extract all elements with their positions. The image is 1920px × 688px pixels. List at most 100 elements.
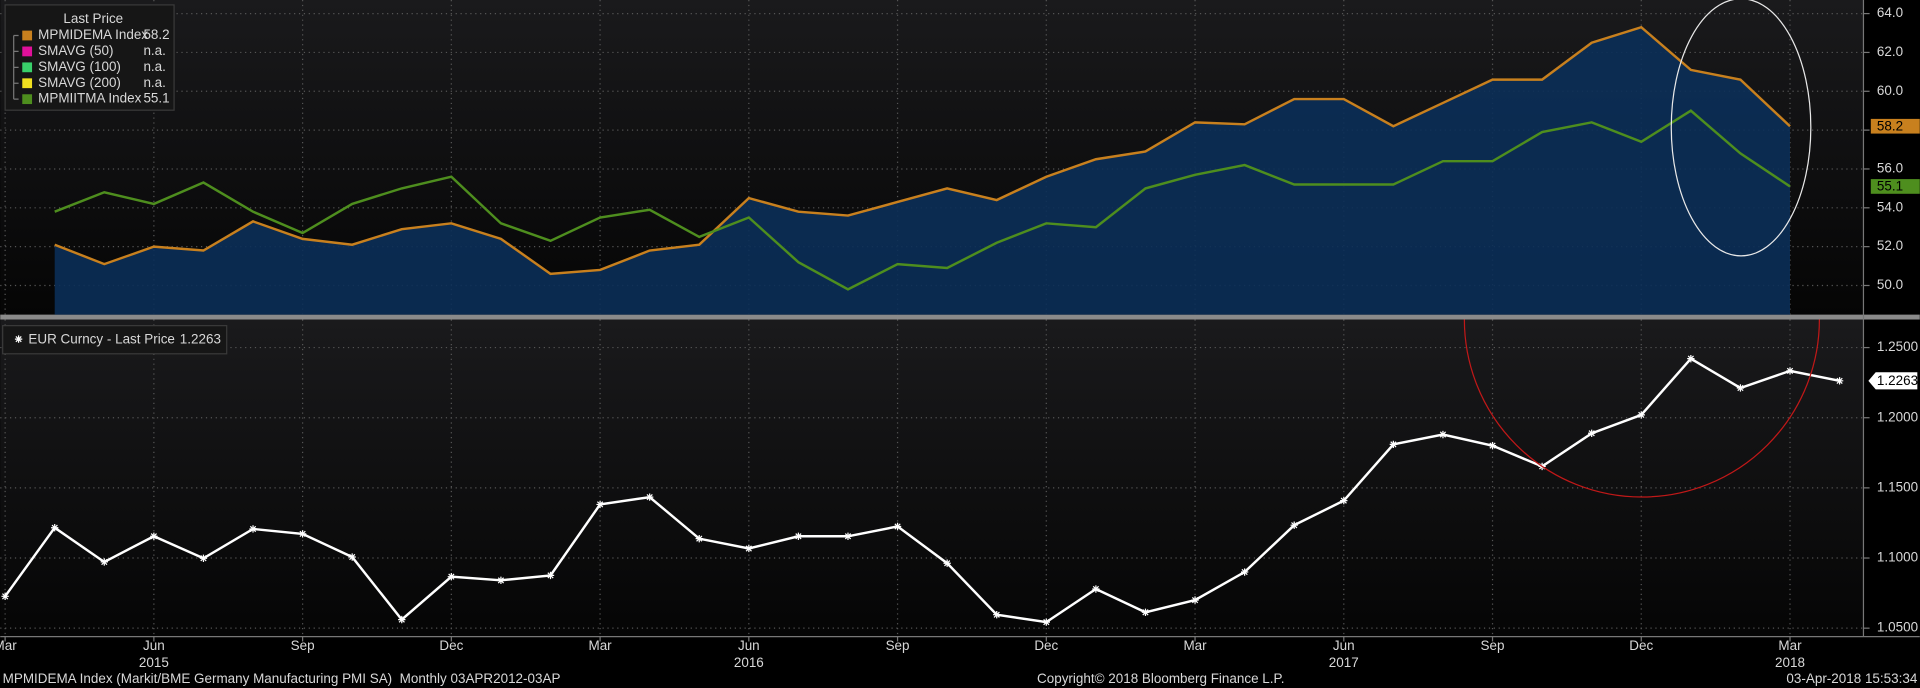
marker	[1290, 521, 1298, 529]
marker	[1637, 411, 1645, 419]
legend-label: SMAVG (100)	[38, 59, 121, 74]
footer-center: Copyright© 2018 Bloomberg Finance L.P.	[1037, 671, 1284, 686]
marker	[447, 573, 456, 581]
legend-box	[2, 325, 228, 355]
year-label: 2018	[1775, 655, 1805, 670]
footer-left: MPMIDEMA Index (Markit/BME Germany Manuf…	[3, 671, 561, 686]
marker	[1389, 440, 1398, 449]
marker	[1736, 384, 1745, 392]
marker	[546, 571, 555, 580]
year-label: 2016	[734, 655, 764, 670]
year-label: 2017	[1329, 655, 1359, 670]
marker	[893, 522, 902, 531]
x-tick-label: Jun	[738, 638, 760, 653]
marker	[249, 525, 257, 533]
marker	[1042, 618, 1050, 626]
legend-label: SMAVG (50)	[38, 43, 113, 58]
legend-swatch	[22, 46, 33, 57]
highlight-circle	[1463, 319, 1820, 498]
area	[54, 27, 1791, 315]
legend-label: EUR Curncy - Last Price	[28, 331, 175, 346]
y-tick-label: 54.0	[1877, 199, 1903, 214]
legend-value: 58.2	[143, 27, 169, 42]
x-tick-label: Dec	[439, 638, 463, 653]
legend-swatch	[22, 94, 33, 105]
y-tick-label: 1.1000	[1877, 550, 1918, 565]
marker	[1340, 496, 1348, 505]
y-tick-label: 50.0	[1877, 277, 1903, 292]
legend-swatch	[22, 78, 33, 89]
legend-value: 55.1	[143, 91, 169, 106]
marker	[1687, 354, 1695, 363]
x-tick-label: Mar	[0, 638, 17, 653]
marker	[596, 500, 604, 509]
legend-box	[4, 4, 175, 111]
marker	[993, 611, 1001, 619]
y-tick-label: 64.0	[1877, 5, 1903, 20]
marker	[150, 532, 158, 540]
x-tick-label: Dec	[1629, 638, 1653, 653]
last-value-label: 55.1	[1877, 179, 1903, 194]
x-tick-label: Sep	[1481, 638, 1505, 653]
x-tick-label: Sep	[886, 638, 910, 653]
legend-label: MPMIITMA Index	[38, 91, 141, 106]
marker	[348, 553, 356, 561]
marker	[1240, 568, 1249, 576]
marker	[1, 592, 9, 600]
line	[54, 109, 1791, 291]
y-tick-label: 1.1500	[1877, 479, 1918, 494]
x-tick-label: Jun	[143, 638, 165, 653]
y-tick-label: 1.2000	[1877, 409, 1918, 424]
last-value-label: 58.2	[1877, 118, 1903, 133]
y-tick-label: 52.0	[1877, 238, 1903, 253]
line	[54, 25, 1791, 276]
y-tick-label: 62.0	[1877, 44, 1903, 59]
x-tick-label: Mar	[1183, 638, 1207, 653]
y-tick-label: 60.0	[1877, 83, 1903, 98]
marker	[1835, 377, 1844, 385]
marker	[1092, 585, 1100, 593]
marker	[398, 615, 406, 624]
year-label: 2015	[139, 655, 169, 670]
bottom-panel	[0, 319, 1864, 637]
legend-title: Last Price	[63, 11, 123, 26]
y-tick-label: 56.0	[1877, 161, 1903, 176]
line	[4, 357, 1840, 624]
marker	[1191, 596, 1199, 604]
x-tick-label: Sep	[291, 638, 315, 653]
marker	[51, 524, 59, 532]
legend-marker	[14, 335, 23, 343]
marker	[844, 532, 852, 540]
marker	[943, 559, 951, 567]
x-tick-label: Jun	[1333, 638, 1355, 653]
x-tick-label: Mar	[1778, 638, 1802, 653]
marker	[1588, 429, 1596, 437]
last-value-tag	[1870, 179, 1920, 194]
axis: Mar Jun Sep Dec Mar Jun Sep Dec Mar Jun Sep Dec Mar 2…	[0, 5, 1920, 670]
legend-swatch	[22, 62, 33, 73]
x-tick-label: Mar	[588, 638, 612, 653]
marker	[1786, 367, 1794, 375]
legend-value: 1.2263	[180, 331, 221, 346]
marker	[298, 530, 307, 538]
y-tick-label: 1.0500	[1877, 620, 1918, 635]
legend-swatch	[22, 30, 33, 41]
legend-label: SMAVG (200)	[38, 75, 121, 90]
marker	[1488, 441, 1497, 450]
marker	[695, 534, 703, 543]
marker	[100, 558, 108, 566]
marker	[645, 493, 654, 501]
marker	[497, 576, 505, 584]
last-value-tag	[1870, 118, 1920, 134]
plot	[1, 25, 1844, 626]
y-tick-label: 1.2500	[1877, 339, 1918, 354]
legend-tree	[13, 34, 19, 100]
marker	[794, 532, 803, 540]
legend-value: n.a.	[143, 43, 165, 58]
last-value-tag	[1868, 372, 1918, 390]
legend-label: MPMIDEMA Index	[38, 27, 148, 42]
marker	[1439, 430, 1447, 439]
